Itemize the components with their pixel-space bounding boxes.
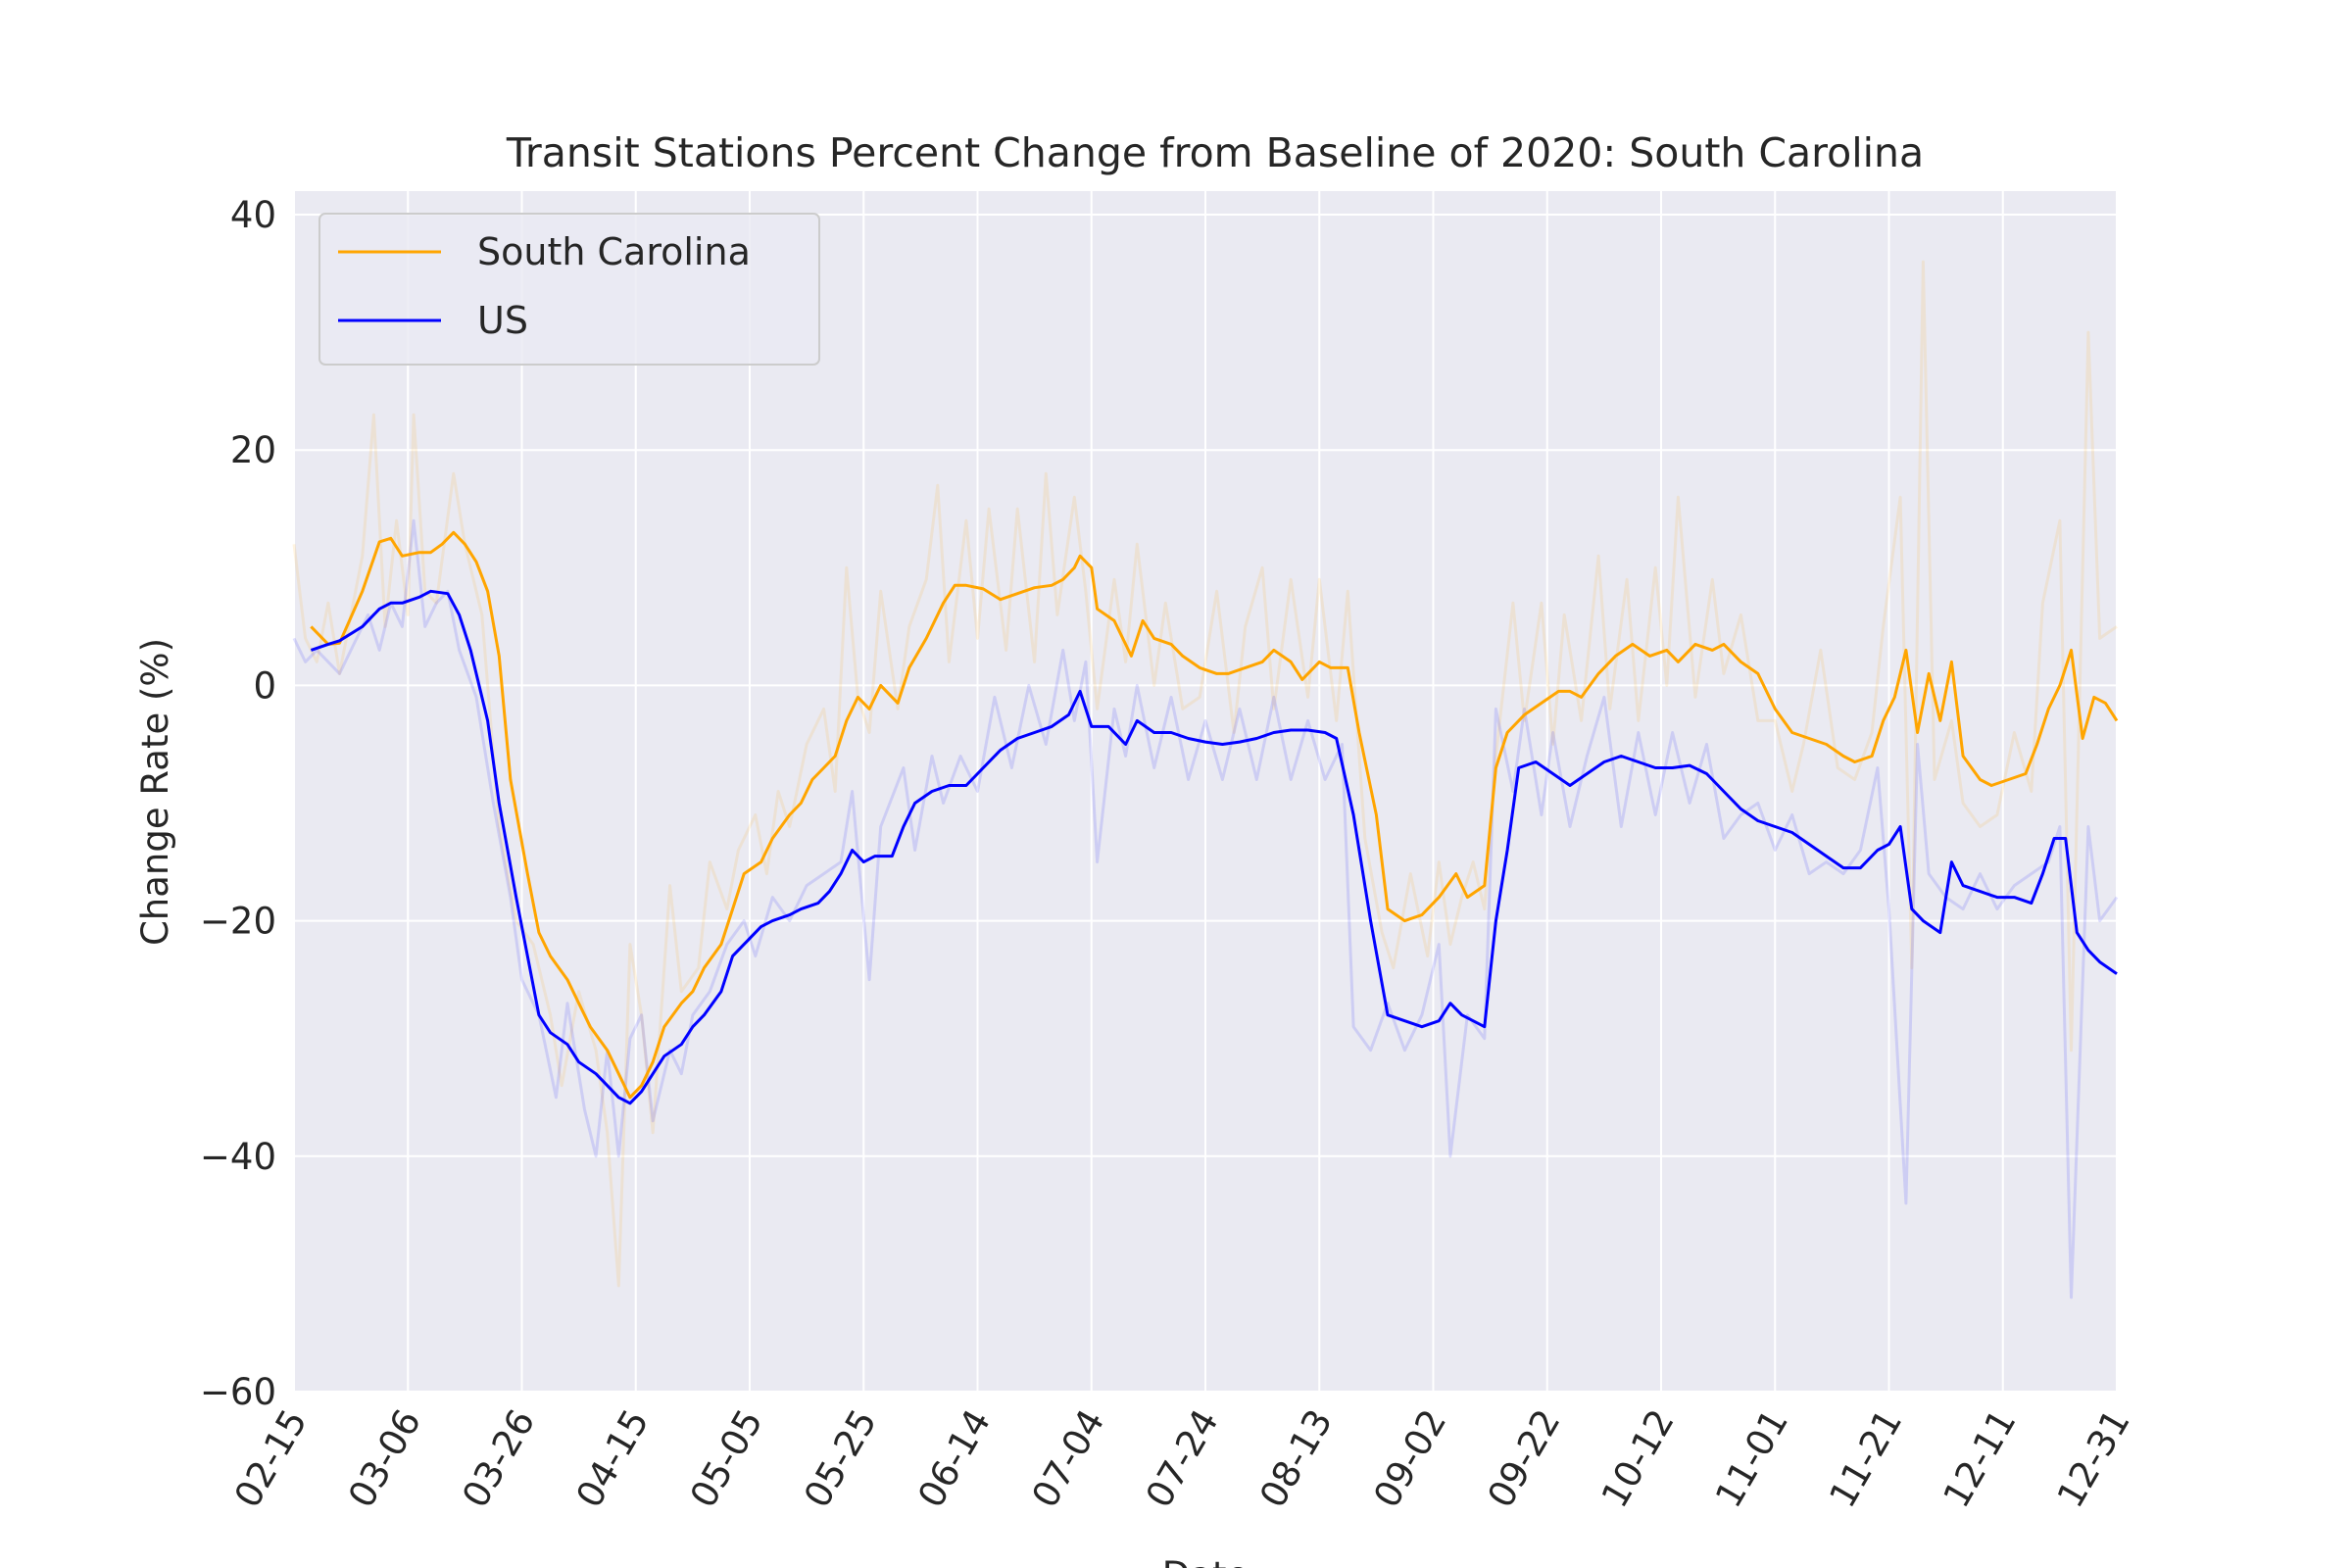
y-tick-label: 40 (230, 194, 276, 236)
y-tick-label: −40 (200, 1136, 276, 1178)
y-tick-label: 20 (230, 429, 276, 471)
series-line-us (310, 589, 2118, 1105)
y-axis-ticks: 40 20 0 −20 −40 −60 (200, 194, 276, 1413)
smoothed-series-layer (310, 530, 2119, 1105)
x-axis-label: Date (1162, 1554, 1249, 1568)
y-tick-label: 0 (253, 664, 276, 707)
legend-label-south-carolina: South Carolina (477, 230, 751, 273)
y-axis-label: Change Rate (%) (134, 638, 176, 946)
y-tick-label: −60 (200, 1371, 276, 1413)
y-tick-label: −20 (200, 901, 276, 943)
legend: South Carolina US (318, 213, 820, 366)
series-line-south-carolina (310, 530, 2119, 1100)
x-gridlines (293, 191, 2118, 1392)
legend-box (318, 213, 820, 366)
series-daily-south-carolina (292, 260, 2118, 1288)
chart-title: Transit Stations Percent Change from Bas… (506, 129, 1924, 176)
legend-label-us: US (477, 299, 528, 342)
plot-area (292, 191, 2119, 1393)
